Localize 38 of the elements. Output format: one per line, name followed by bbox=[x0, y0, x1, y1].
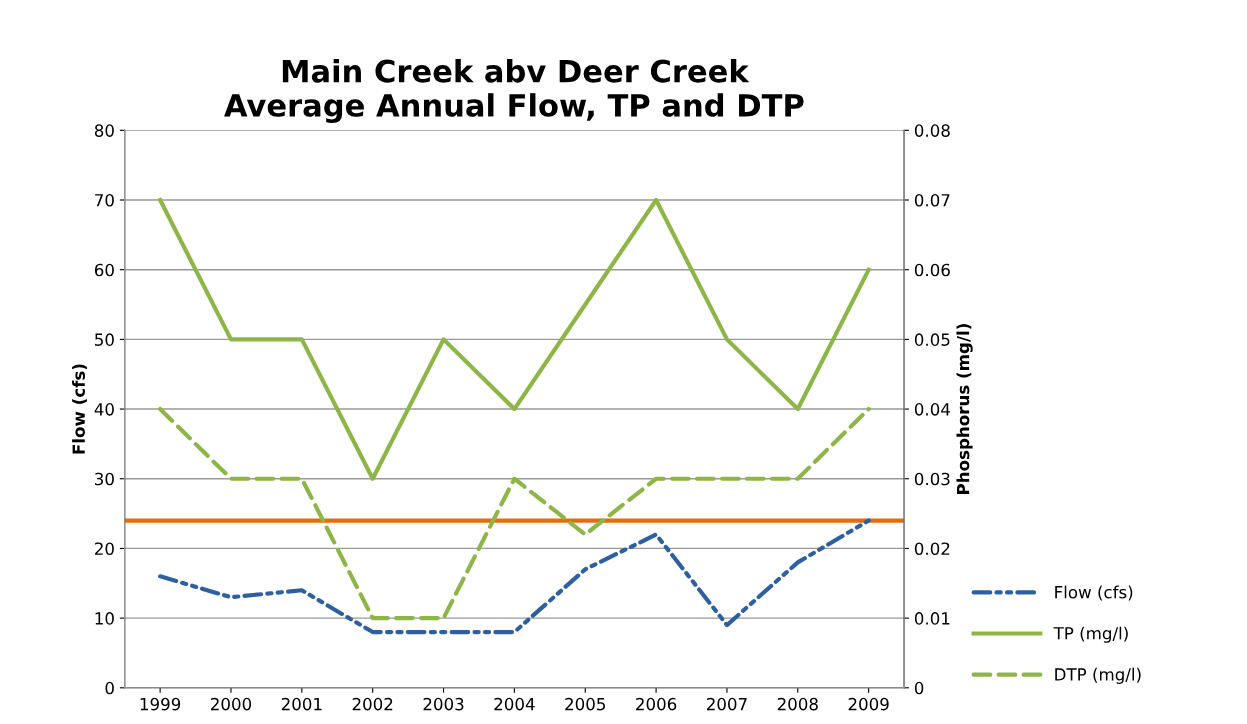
y-tick-label: 70 bbox=[95, 193, 114, 207]
y2-tick-label: 0.03 bbox=[914, 472, 950, 486]
y-tick-label: 0 bbox=[105, 681, 114, 695]
y-tick-label: 60 bbox=[94, 263, 114, 277]
y2-axis-title: Phosphorus (mg/l) bbox=[956, 324, 973, 494]
y-tick-label: 10 bbox=[95, 612, 114, 625]
x-tick-label: 2005 bbox=[565, 697, 605, 711]
line-series bbox=[158, 406, 871, 621]
y-axis-title: Flow (cfs) bbox=[72, 364, 87, 454]
x-tick-label: 2002 bbox=[352, 697, 393, 711]
x-tick-label: 2007 bbox=[706, 697, 747, 711]
chart-title: Main Creek abv Deer Creek Average Annual Flow, TP and DTP bbox=[224, 59, 804, 124]
legend-label: Flow (cfs) bbox=[1055, 585, 1133, 601]
y2-tick-label: 0.08 bbox=[914, 124, 950, 137]
x-tick-label: 2006 bbox=[636, 697, 677, 711]
y2-tick-label: 0.02 bbox=[914, 542, 950, 555]
x-tick-label: 2003 bbox=[423, 697, 464, 711]
legend-label: TP (mg/l) bbox=[1053, 626, 1128, 643]
y-tick-label: 20 bbox=[94, 542, 114, 555]
y-tick-label: 50 bbox=[95, 333, 114, 346]
y2-tick-label: 0 bbox=[914, 681, 924, 695]
y2-tick-label: 0.06 bbox=[914, 263, 950, 277]
y-tick-label: 80 bbox=[94, 124, 114, 137]
x-tick-label: 2000 bbox=[210, 697, 252, 711]
y-tick-label: 40 bbox=[94, 403, 114, 416]
line-series bbox=[158, 197, 871, 481]
y-tick-label: 30 bbox=[95, 472, 114, 486]
x-tick-label: 2009 bbox=[848, 697, 889, 711]
x-tick-label: 2004 bbox=[494, 697, 535, 711]
x-tick-label: 2001 bbox=[281, 697, 322, 711]
y2-tick-label: 0.01 bbox=[914, 612, 950, 625]
y2-tick-label: 0.07 bbox=[914, 193, 950, 207]
line-series bbox=[158, 518, 871, 635]
legend-label: DTP (mg/l) bbox=[1055, 667, 1141, 684]
y2-tick-label: 0.04 bbox=[914, 403, 950, 416]
x-tick-label: 2008 bbox=[777, 697, 818, 711]
x-tick-label: 1999 bbox=[140, 697, 181, 711]
y2-tick-label: 0.05 bbox=[914, 333, 950, 346]
